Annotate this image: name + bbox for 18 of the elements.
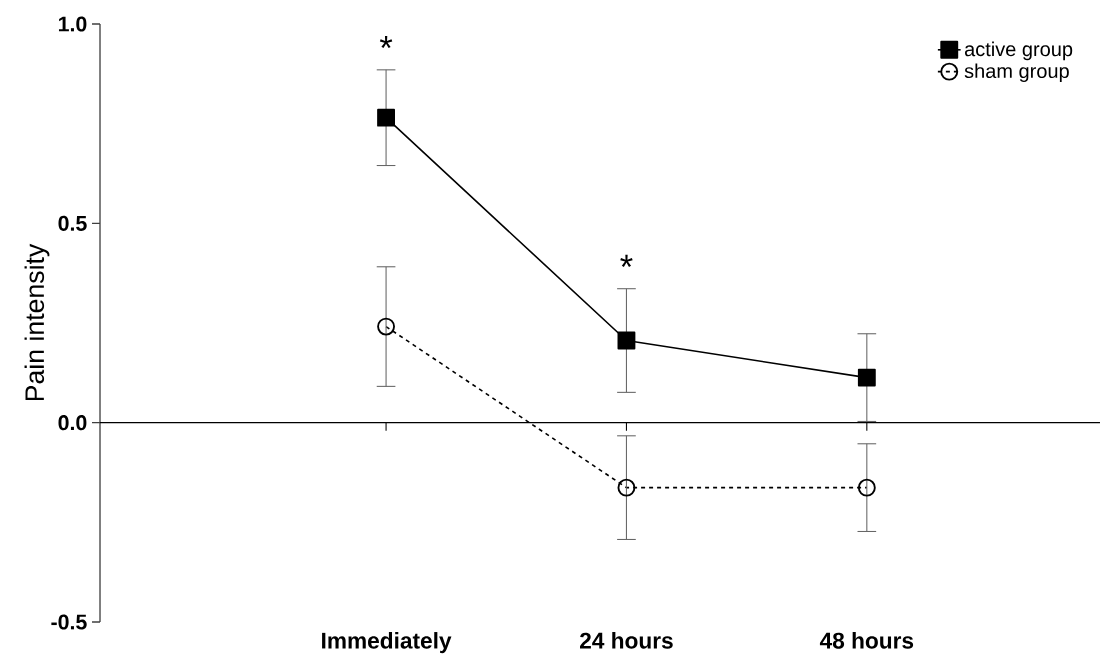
- x-tick-label: Immediately: [322, 632, 452, 654]
- point: [857, 368, 876, 387]
- x-tick-label: 24 hours: [580, 632, 673, 649]
- point: [377, 317, 395, 336]
- y-axis-title: Pain intensity: [24, 243, 50, 401]
- y-tick-label: 0.5: [58, 215, 87, 231]
- point: [857, 478, 876, 497]
- annotation: *: [379, 35, 393, 49]
- x-tick-label: 48 hours: [819, 632, 914, 649]
- legend-label: sham group: [964, 63, 1069, 83]
- point: [377, 108, 395, 127]
- annotation: *: [620, 254, 633, 267]
- y-tick-label: -0.5: [51, 614, 87, 630]
- point: [617, 331, 636, 350]
- legend-label: active group: [964, 41, 1073, 61]
- y-tick-label: 1.0: [58, 16, 87, 32]
- point: [617, 478, 636, 497]
- y-tick-label: 0.0: [58, 415, 87, 431]
